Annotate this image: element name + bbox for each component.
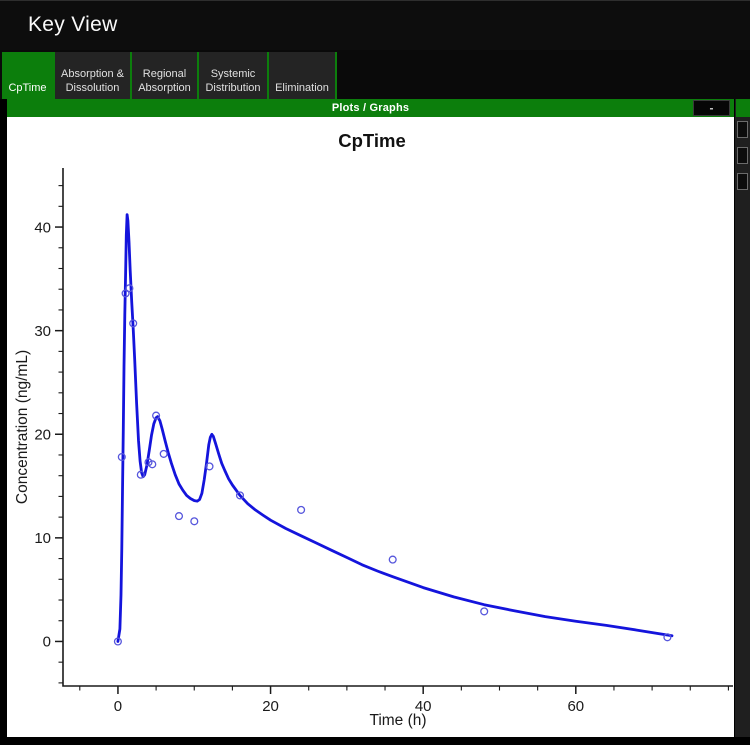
data-point-marker <box>136 470 145 479</box>
data-point-marker <box>205 462 214 471</box>
y-tick-label: 30 <box>34 323 51 340</box>
data-point-marker <box>174 512 184 521</box>
data-point-marker <box>480 607 489 616</box>
window-edge-button[interactable] <box>737 121 748 138</box>
y-tick-label: 20 <box>34 426 51 443</box>
minimize-button[interactable]: - <box>693 100 730 116</box>
axis-spines <box>62 168 733 687</box>
y-axis-label: Concentration (ng/mL) <box>14 350 31 504</box>
y-tick-label: 10 <box>34 530 51 547</box>
data-point-marker <box>190 517 199 526</box>
tab-label: Absorption & Dissolution <box>61 67 124 95</box>
data-point-marker <box>117 452 126 462</box>
x-tick-label: 60 <box>567 698 584 715</box>
panel-bar-title: Plots / Graphs <box>331 102 410 114</box>
data-point-marker <box>663 633 672 642</box>
simulated-line <box>116 213 674 643</box>
data-point-marker <box>148 460 157 469</box>
tab-strip: CpTime Absorption & Dissolution Regional A… <box>0 50 750 99</box>
data-point-marker <box>235 491 245 500</box>
data-point-marker <box>152 411 161 420</box>
window-edge-button[interactable] <box>737 147 748 164</box>
data-point-marker <box>125 284 134 293</box>
data-point-marker <box>121 289 130 298</box>
data-point-marker <box>159 449 168 458</box>
data-point-marker <box>113 637 122 646</box>
cptime-chart: CpTime Time (h) Concentration (ng/mL) 0 20 40… <box>14 130 733 729</box>
chart-title: CpTime <box>338 130 406 151</box>
window-bottom-border <box>0 737 750 745</box>
tab-label: Systemic Distribution <box>205 67 261 95</box>
tab-label: Regional Absorption <box>138 67 191 95</box>
x-tick-label: 40 <box>415 698 432 715</box>
data-point-marker <box>297 505 306 514</box>
window-titlebar: Key View <box>0 0 750 50</box>
data-point-marker <box>388 555 397 564</box>
plots-graphs-bar: Plots / Graphs - <box>7 99 734 117</box>
x-axis-label: Time (h) <box>369 712 426 729</box>
tab-elimination[interactable]: Elimination <box>269 52 337 99</box>
tab-label: CpTime <box>8 82 47 95</box>
tab-regional-absorption[interactable]: Regional Absorption <box>132 52 199 99</box>
plot-panel: CpTime Time (h) Concentration (ng/mL) 0 20 40… <box>7 117 734 737</box>
tab-label: Elimination <box>275 82 329 95</box>
y-tick-label: 40 <box>34 219 51 236</box>
x-tick-label: 0 <box>114 698 122 715</box>
window-edge-button[interactable] <box>737 173 748 190</box>
edge-green-bar <box>736 99 750 117</box>
tab-cptime[interactable]: CpTime <box>2 52 55 99</box>
window-title: Key View <box>28 13 118 36</box>
data-point-marker <box>129 319 138 328</box>
y-tick-label: 0 <box>43 634 51 651</box>
x-tick-label: 20 <box>262 698 279 715</box>
window-edge-strip <box>735 99 750 737</box>
observed-points <box>113 284 672 646</box>
tab-systemic-distribution[interactable]: Systemic Distribution <box>199 52 269 99</box>
tab-absorption-dissolution[interactable]: Absorption & Dissolution <box>55 52 132 99</box>
